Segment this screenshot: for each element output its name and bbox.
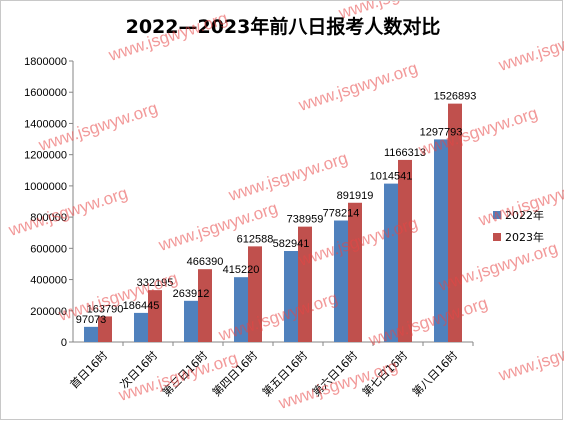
y-tick-label: 1800000 (24, 56, 67, 68)
bar-2022 (284, 250, 298, 342)
data-label: 1526893 (434, 91, 477, 103)
bar-2023 (298, 226, 312, 342)
data-label: 163790 (87, 303, 124, 315)
y-tick-label: 1600000 (24, 87, 67, 99)
data-label: 891919 (337, 190, 374, 202)
bar-2022 (184, 300, 198, 342)
watermark-text: www.jsgwyw.org (495, 18, 564, 75)
data-label: 332195 (137, 277, 174, 289)
data-label: 612588 (237, 233, 274, 245)
data-label: 415220 (223, 264, 260, 276)
data-label: 1297793 (420, 126, 463, 138)
y-tick-label: 1400000 (24, 118, 67, 130)
y-tick-label: 400000 (30, 275, 67, 287)
bar-2023 (248, 246, 262, 342)
watermark-text: www.jsgwyw.org (295, 58, 420, 115)
data-label: 1014541 (370, 171, 413, 183)
bar-2023 (148, 290, 162, 342)
data-label: 263912 (173, 288, 210, 300)
legend-swatch (493, 211, 501, 219)
bar-2023 (448, 103, 462, 342)
data-label: 97073 (76, 314, 107, 326)
y-tick-label: 200000 (30, 306, 67, 318)
bar-2023 (348, 202, 362, 342)
bar-2022 (384, 183, 398, 342)
data-label: 186445 (123, 300, 160, 312)
bar-2022 (134, 312, 148, 342)
y-tick-label: 1200000 (24, 150, 67, 162)
y-tick-label: 0 (61, 337, 67, 349)
legend-label: 2023年 (505, 230, 544, 244)
data-label: 466390 (187, 256, 224, 268)
y-tick-label: 1000000 (24, 181, 67, 193)
bar-2022 (84, 326, 98, 342)
watermark-layer: www.jsgwyw.org www.jsgwyw.org www.jsgwyw.o… (5, 1, 564, 413)
bar-2023 (98, 316, 112, 342)
bar-2022 (234, 277, 248, 342)
bars (84, 103, 462, 342)
x-category-label: 首日16时 (67, 348, 110, 391)
y-tick-label: 600000 (30, 243, 67, 255)
data-label: 582941 (273, 238, 310, 250)
bar-2022 (334, 220, 348, 342)
legend: 2022年 2023年 (493, 208, 544, 244)
x-category-label: 第八日16时 (409, 348, 460, 399)
bar-2023 (198, 269, 212, 342)
data-label: 738959 (287, 214, 324, 226)
y-tick-label: 800000 (30, 212, 67, 224)
legend-label: 2022年 (505, 208, 544, 222)
watermark-text: www.jsgwyw.org (225, 148, 350, 205)
legend-swatch (493, 233, 501, 241)
data-label: 778214 (323, 208, 360, 220)
bar-2023 (398, 159, 412, 342)
watermark-text: www.jsgwyw.org (495, 328, 564, 385)
bar-2022 (434, 139, 448, 342)
data-label: 1166313 (384, 147, 426, 159)
chart-title: 2022—2023年前八日报考人数对比 (126, 15, 441, 38)
